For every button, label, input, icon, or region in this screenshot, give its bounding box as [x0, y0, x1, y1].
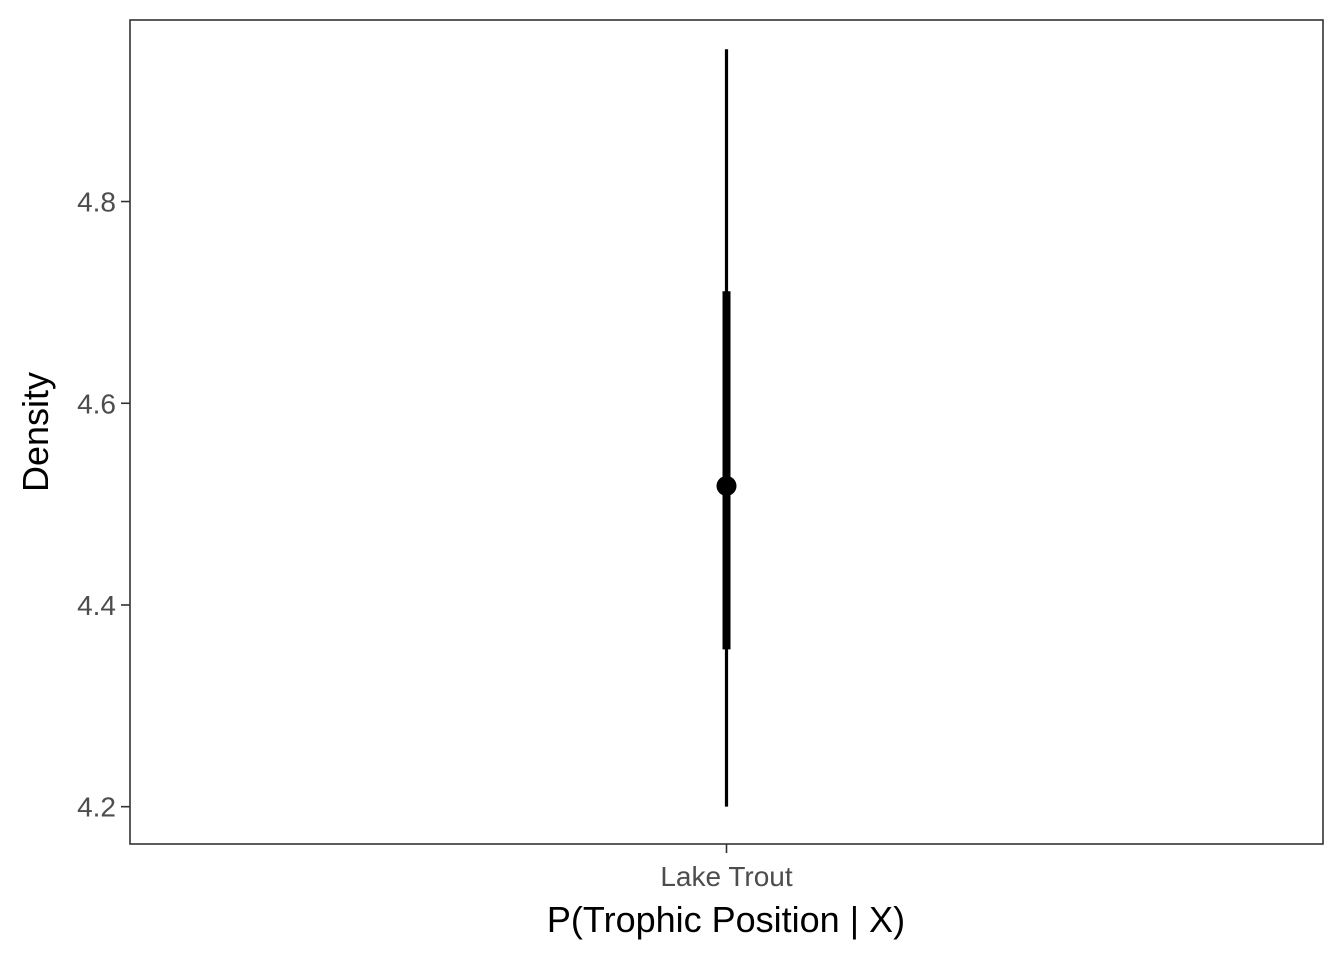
median-point [716, 475, 737, 496]
y-tick-label: 4.8 [77, 187, 116, 218]
x-axis: Lake Trout [660, 844, 793, 892]
x-axis-title: P(Trophic Position | X) [547, 899, 905, 940]
y-tick-label: 4.2 [77, 792, 116, 823]
chart-marks [716, 49, 737, 807]
y-axis-title: Density [15, 372, 56, 492]
x-tick-label: Lake Trout [660, 861, 793, 892]
y-tick-label: 4.6 [77, 388, 116, 419]
y-tick-label: 4.4 [77, 590, 116, 621]
y-axis: 4.2 4.4 4.6 4.8 [77, 187, 130, 823]
